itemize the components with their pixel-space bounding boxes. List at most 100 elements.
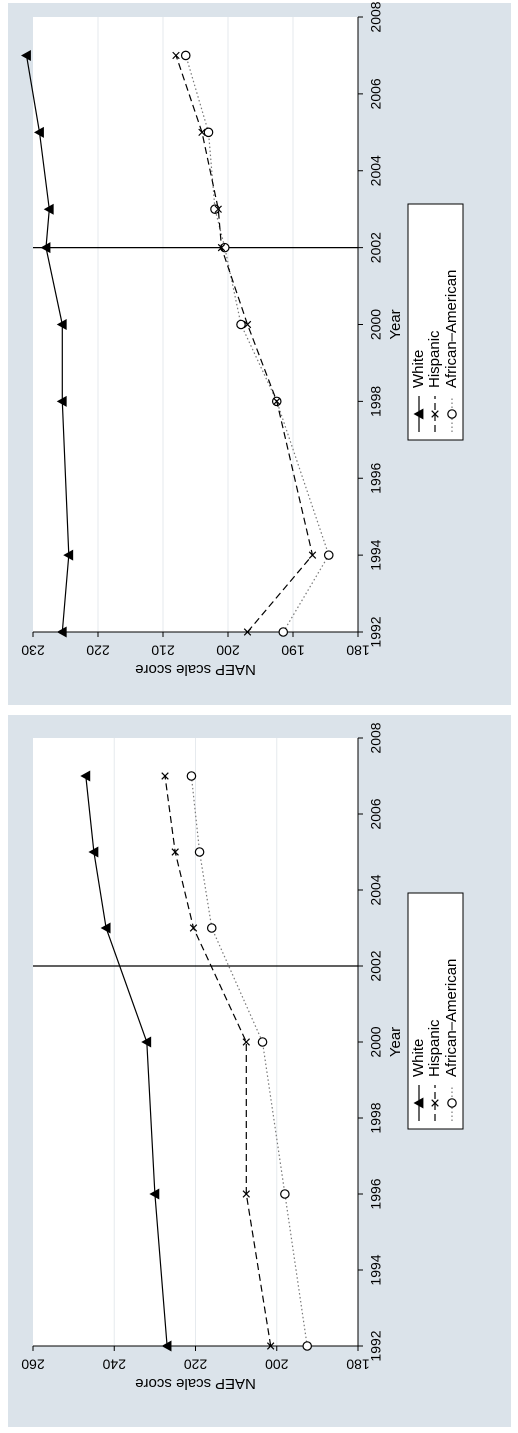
- series-line: [185, 55, 330, 633]
- plot-area: [33, 17, 358, 632]
- legend-swatch-marker: [431, 1099, 439, 1107]
- data-point: [273, 397, 281, 406]
- legend-label: Hispanic: [426, 1019, 443, 1077]
- chart-panel-top: 180 190 200 210 220 230 NAEP scale score 1992 19…: [8, 1, 511, 705]
- year-tick-label: 1994: [368, 539, 384, 570]
- data-point: [323, 550, 334, 560]
- data-point: [21, 49, 31, 61]
- year-tick-label: 1998: [368, 386, 384, 417]
- series-line: [164, 775, 272, 1347]
- data-point: [63, 549, 74, 561]
- year-tick-label: 1996: [368, 462, 384, 493]
- series-line: [85, 775, 168, 1347]
- x-mark-stroke: [172, 51, 180, 60]
- series-line: [175, 55, 314, 633]
- x-mark-stroke: [431, 410, 439, 418]
- score-tick-label: 260: [21, 1356, 45, 1372]
- data-point: [278, 627, 289, 637]
- data-point: [214, 205, 222, 213]
- data-point: [56, 319, 67, 330]
- x-mark-stroke: [161, 772, 169, 780]
- data-point: [243, 320, 252, 329]
- legend-box: [407, 892, 464, 1130]
- x-mark-stroke: [242, 1190, 251, 1198]
- data-point: [194, 847, 205, 857]
- year-tick-label: 2004: [368, 874, 384, 905]
- legend-swatch-marker: [447, 1098, 457, 1108]
- data-point: [302, 1341, 313, 1351]
- score-tick-label: 210: [151, 642, 175, 658]
- year-axis-title: Year: [387, 309, 404, 339]
- data-point: [206, 923, 217, 933]
- score-tick-label: 190: [281, 642, 305, 658]
- series-line: [190, 775, 308, 1347]
- score-tick-label: 180: [346, 1356, 370, 1372]
- data-point: [34, 126, 44, 138]
- data-point: [242, 1038, 251, 1046]
- data-point: [149, 1188, 160, 1200]
- x-mark-stroke: [273, 397, 281, 406]
- data-point: [56, 395, 67, 407]
- series-triangle: [80, 770, 172, 1352]
- data-point: [172, 51, 180, 60]
- score-tick-label: 220: [86, 642, 110, 658]
- data-point: [180, 50, 191, 61]
- data-point: [243, 628, 252, 636]
- score-tick-label: 200: [265, 1356, 289, 1372]
- legend-label: African–American: [443, 959, 460, 1077]
- year-tick-label: 2008: [368, 1, 384, 32]
- score-axis-title: NAEP scale score: [135, 661, 256, 678]
- legend-box: [407, 203, 464, 441]
- year-tick-label: 1994: [368, 1254, 384, 1285]
- data-point: [88, 846, 99, 858]
- score-tick-label: 180: [346, 642, 370, 658]
- data-point: [210, 204, 220, 214]
- x-mark-stroke: [189, 924, 198, 932]
- year-tick-label: 1998: [368, 1102, 384, 1133]
- year-tick-label: 2006: [368, 798, 384, 829]
- data-point: [280, 1189, 290, 1199]
- series-triangle: [21, 49, 74, 638]
- data-point: [171, 848, 179, 856]
- series-circle: [180, 50, 334, 637]
- year-tick-label: 2008: [368, 722, 384, 753]
- data-point: [266, 1342, 275, 1350]
- legend-label: White: [410, 350, 427, 388]
- data-point: [100, 922, 111, 934]
- data-point: [217, 243, 226, 252]
- score-tick-label: 240: [102, 1356, 126, 1372]
- x-mark-stroke: [266, 1342, 275, 1350]
- series-x: [172, 51, 317, 636]
- series-x: [161, 772, 275, 1350]
- data-point: [189, 924, 198, 932]
- x-mark-stroke: [217, 243, 226, 252]
- series-line: [25, 55, 70, 633]
- data-point: [236, 319, 246, 330]
- data-point: [56, 626, 67, 638]
- score-tick-label: 230: [21, 642, 45, 658]
- year-tick-label: 2000: [368, 1026, 384, 1057]
- legend-swatch-marker: [447, 409, 457, 419]
- series-circle: [186, 771, 313, 1351]
- legend-swatch-marker: [413, 1097, 424, 1109]
- data-point: [43, 203, 54, 215]
- legend-swatch-marker: [413, 408, 424, 420]
- score-tick-label: 220: [184, 1356, 208, 1372]
- x-mark-stroke: [214, 205, 222, 213]
- x-mark-stroke: [431, 1099, 439, 1107]
- x-mark-stroke: [171, 848, 179, 856]
- legend-swatch-marker: [431, 410, 439, 418]
- data-point: [203, 127, 214, 138]
- data-point: [161, 772, 169, 780]
- data-point: [257, 1037, 268, 1047]
- data-point: [141, 1036, 152, 1048]
- data-point: [242, 1190, 251, 1198]
- year-tick-label: 1992: [368, 616, 384, 647]
- data-point: [40, 242, 51, 254]
- x-mark-stroke: [242, 1038, 251, 1046]
- x-mark-stroke: [198, 128, 206, 137]
- legend-label: Hispanic: [426, 330, 443, 388]
- x-mark-stroke: [308, 551, 317, 559]
- data-point: [186, 771, 197, 781]
